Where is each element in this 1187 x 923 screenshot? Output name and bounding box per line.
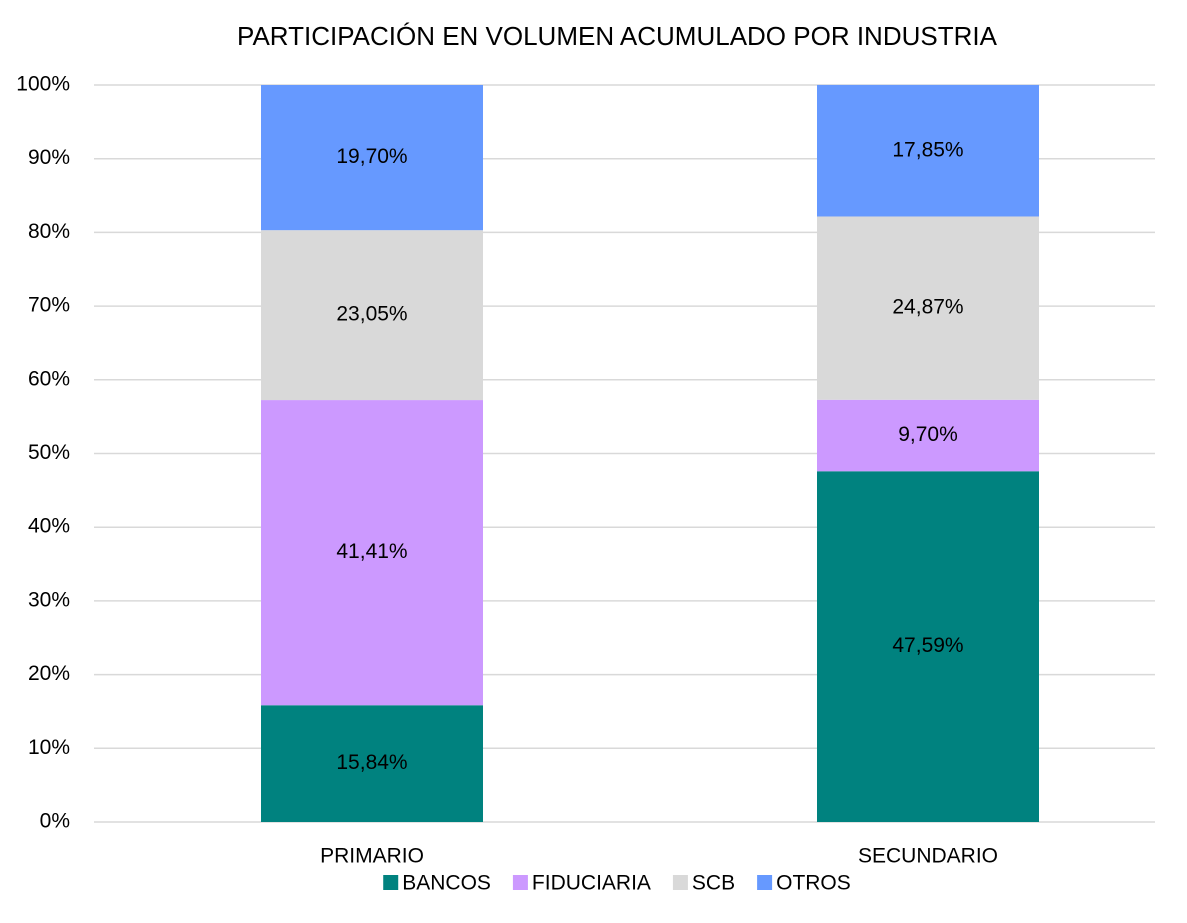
y-tick-label: 30% xyxy=(28,588,70,611)
legend-swatch xyxy=(757,875,773,890)
bar-segment xyxy=(817,399,1039,472)
data-label: 15,84% xyxy=(336,751,407,774)
legend-swatch xyxy=(512,875,528,890)
y-tick-label: 70% xyxy=(28,294,70,317)
data-label: 9,70% xyxy=(898,423,958,446)
bar-segment xyxy=(261,85,483,231)
legend-label: OTROS xyxy=(776,872,851,895)
data-label: 41,41% xyxy=(336,540,407,563)
y-tick-label: 80% xyxy=(28,220,70,243)
bar-segment xyxy=(261,705,483,822)
data-label: 47,59% xyxy=(892,634,963,657)
bar-segment xyxy=(817,471,1039,822)
legend-label: BANCOS xyxy=(402,872,491,895)
legend-swatch xyxy=(383,875,399,890)
bar-segment xyxy=(817,84,1039,217)
chart-title: PARTICIPACIÓN EN VOLUMEN ACUMULADO POR I… xyxy=(237,21,998,51)
legend-label: SCB xyxy=(692,872,735,895)
y-tick-label: 10% xyxy=(28,736,70,759)
y-tick-label: 90% xyxy=(28,146,70,169)
bar-segment xyxy=(261,230,483,401)
bar-segment xyxy=(817,216,1039,400)
legend-label: FIDUCIARIA xyxy=(532,872,651,895)
y-tick-label: 0% xyxy=(40,810,70,833)
y-tick-label: 20% xyxy=(28,662,70,685)
data-label: 19,70% xyxy=(336,145,407,168)
data-label: 24,87% xyxy=(892,296,963,319)
y-tick-label: 40% xyxy=(28,515,70,538)
y-tick-label: 50% xyxy=(28,441,70,464)
data-label: 17,85% xyxy=(892,138,963,161)
y-tick-label: 60% xyxy=(28,367,70,390)
legend-swatch xyxy=(672,875,688,890)
x-tick-label: PRIMARIO xyxy=(320,845,424,868)
x-tick-label: SECUNDARIO xyxy=(858,845,998,868)
bar-segment xyxy=(261,400,483,706)
data-label: 23,05% xyxy=(336,303,407,326)
y-tick-label: 100% xyxy=(16,73,70,96)
